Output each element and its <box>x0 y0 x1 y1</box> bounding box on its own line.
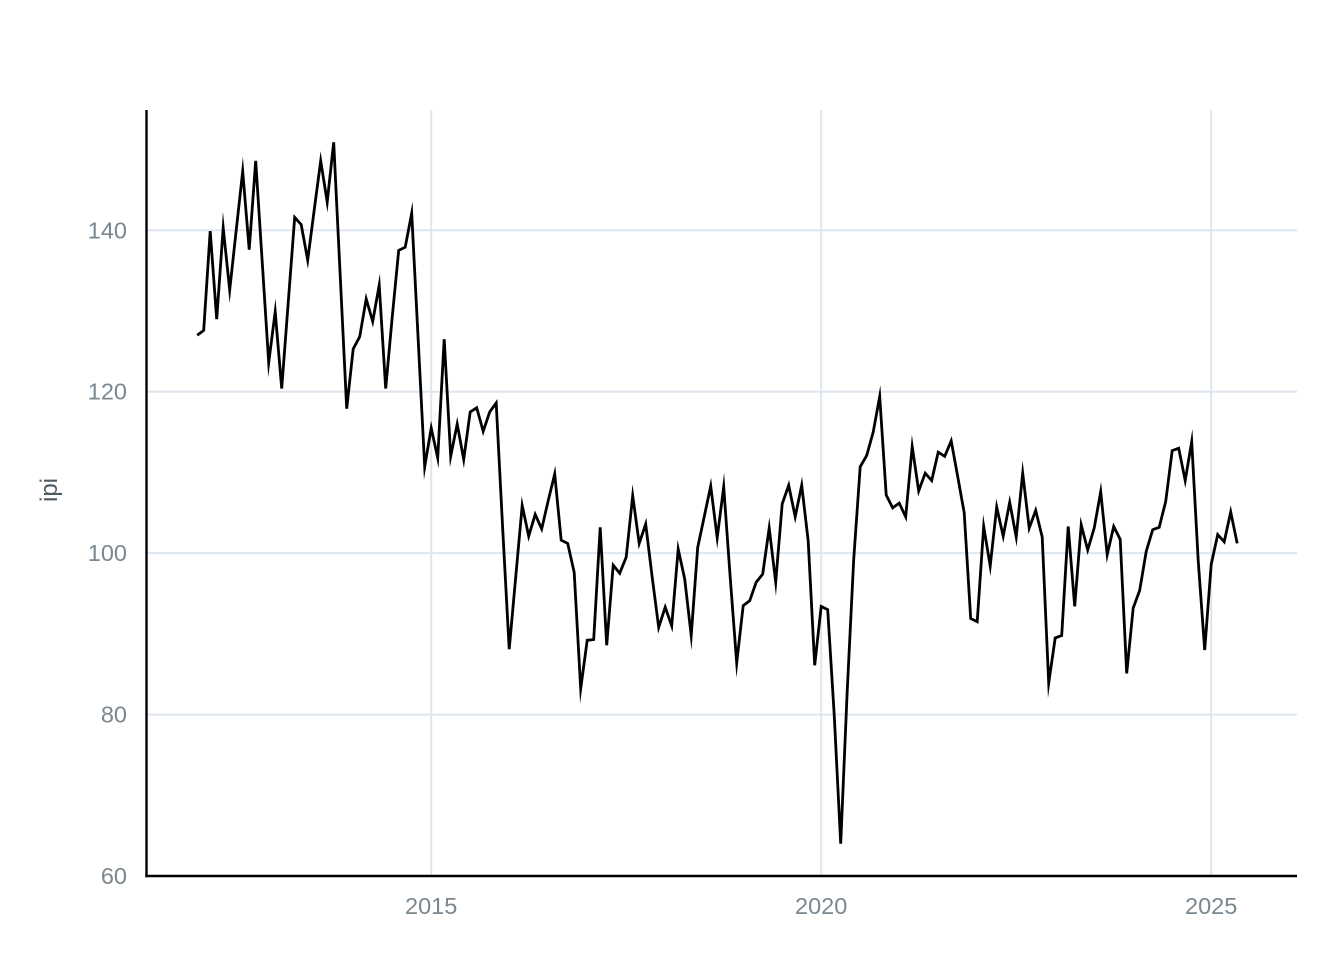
x-tick-labels: 2015 2020 2025 <box>405 893 1237 919</box>
y-tick-label-120: 120 <box>88 379 127 405</box>
y-tick-label-80: 80 <box>101 702 127 728</box>
x-tick-label-2020: 2020 <box>795 893 847 919</box>
y-axis-title: ipi <box>36 478 63 502</box>
ipi-series-line <box>196 142 1239 844</box>
y-tick-label-100: 100 <box>88 540 127 566</box>
y-tick-label-60: 60 <box>101 863 127 889</box>
y-tick-labels: 60 80 100 120 140 <box>88 217 127 889</box>
x-tick-label-2015: 2015 <box>405 893 457 919</box>
x-gridlines <box>430 110 1213 876</box>
x-tick-label-2025: 2025 <box>1185 893 1237 919</box>
y-tick-label-140: 140 <box>88 217 127 243</box>
